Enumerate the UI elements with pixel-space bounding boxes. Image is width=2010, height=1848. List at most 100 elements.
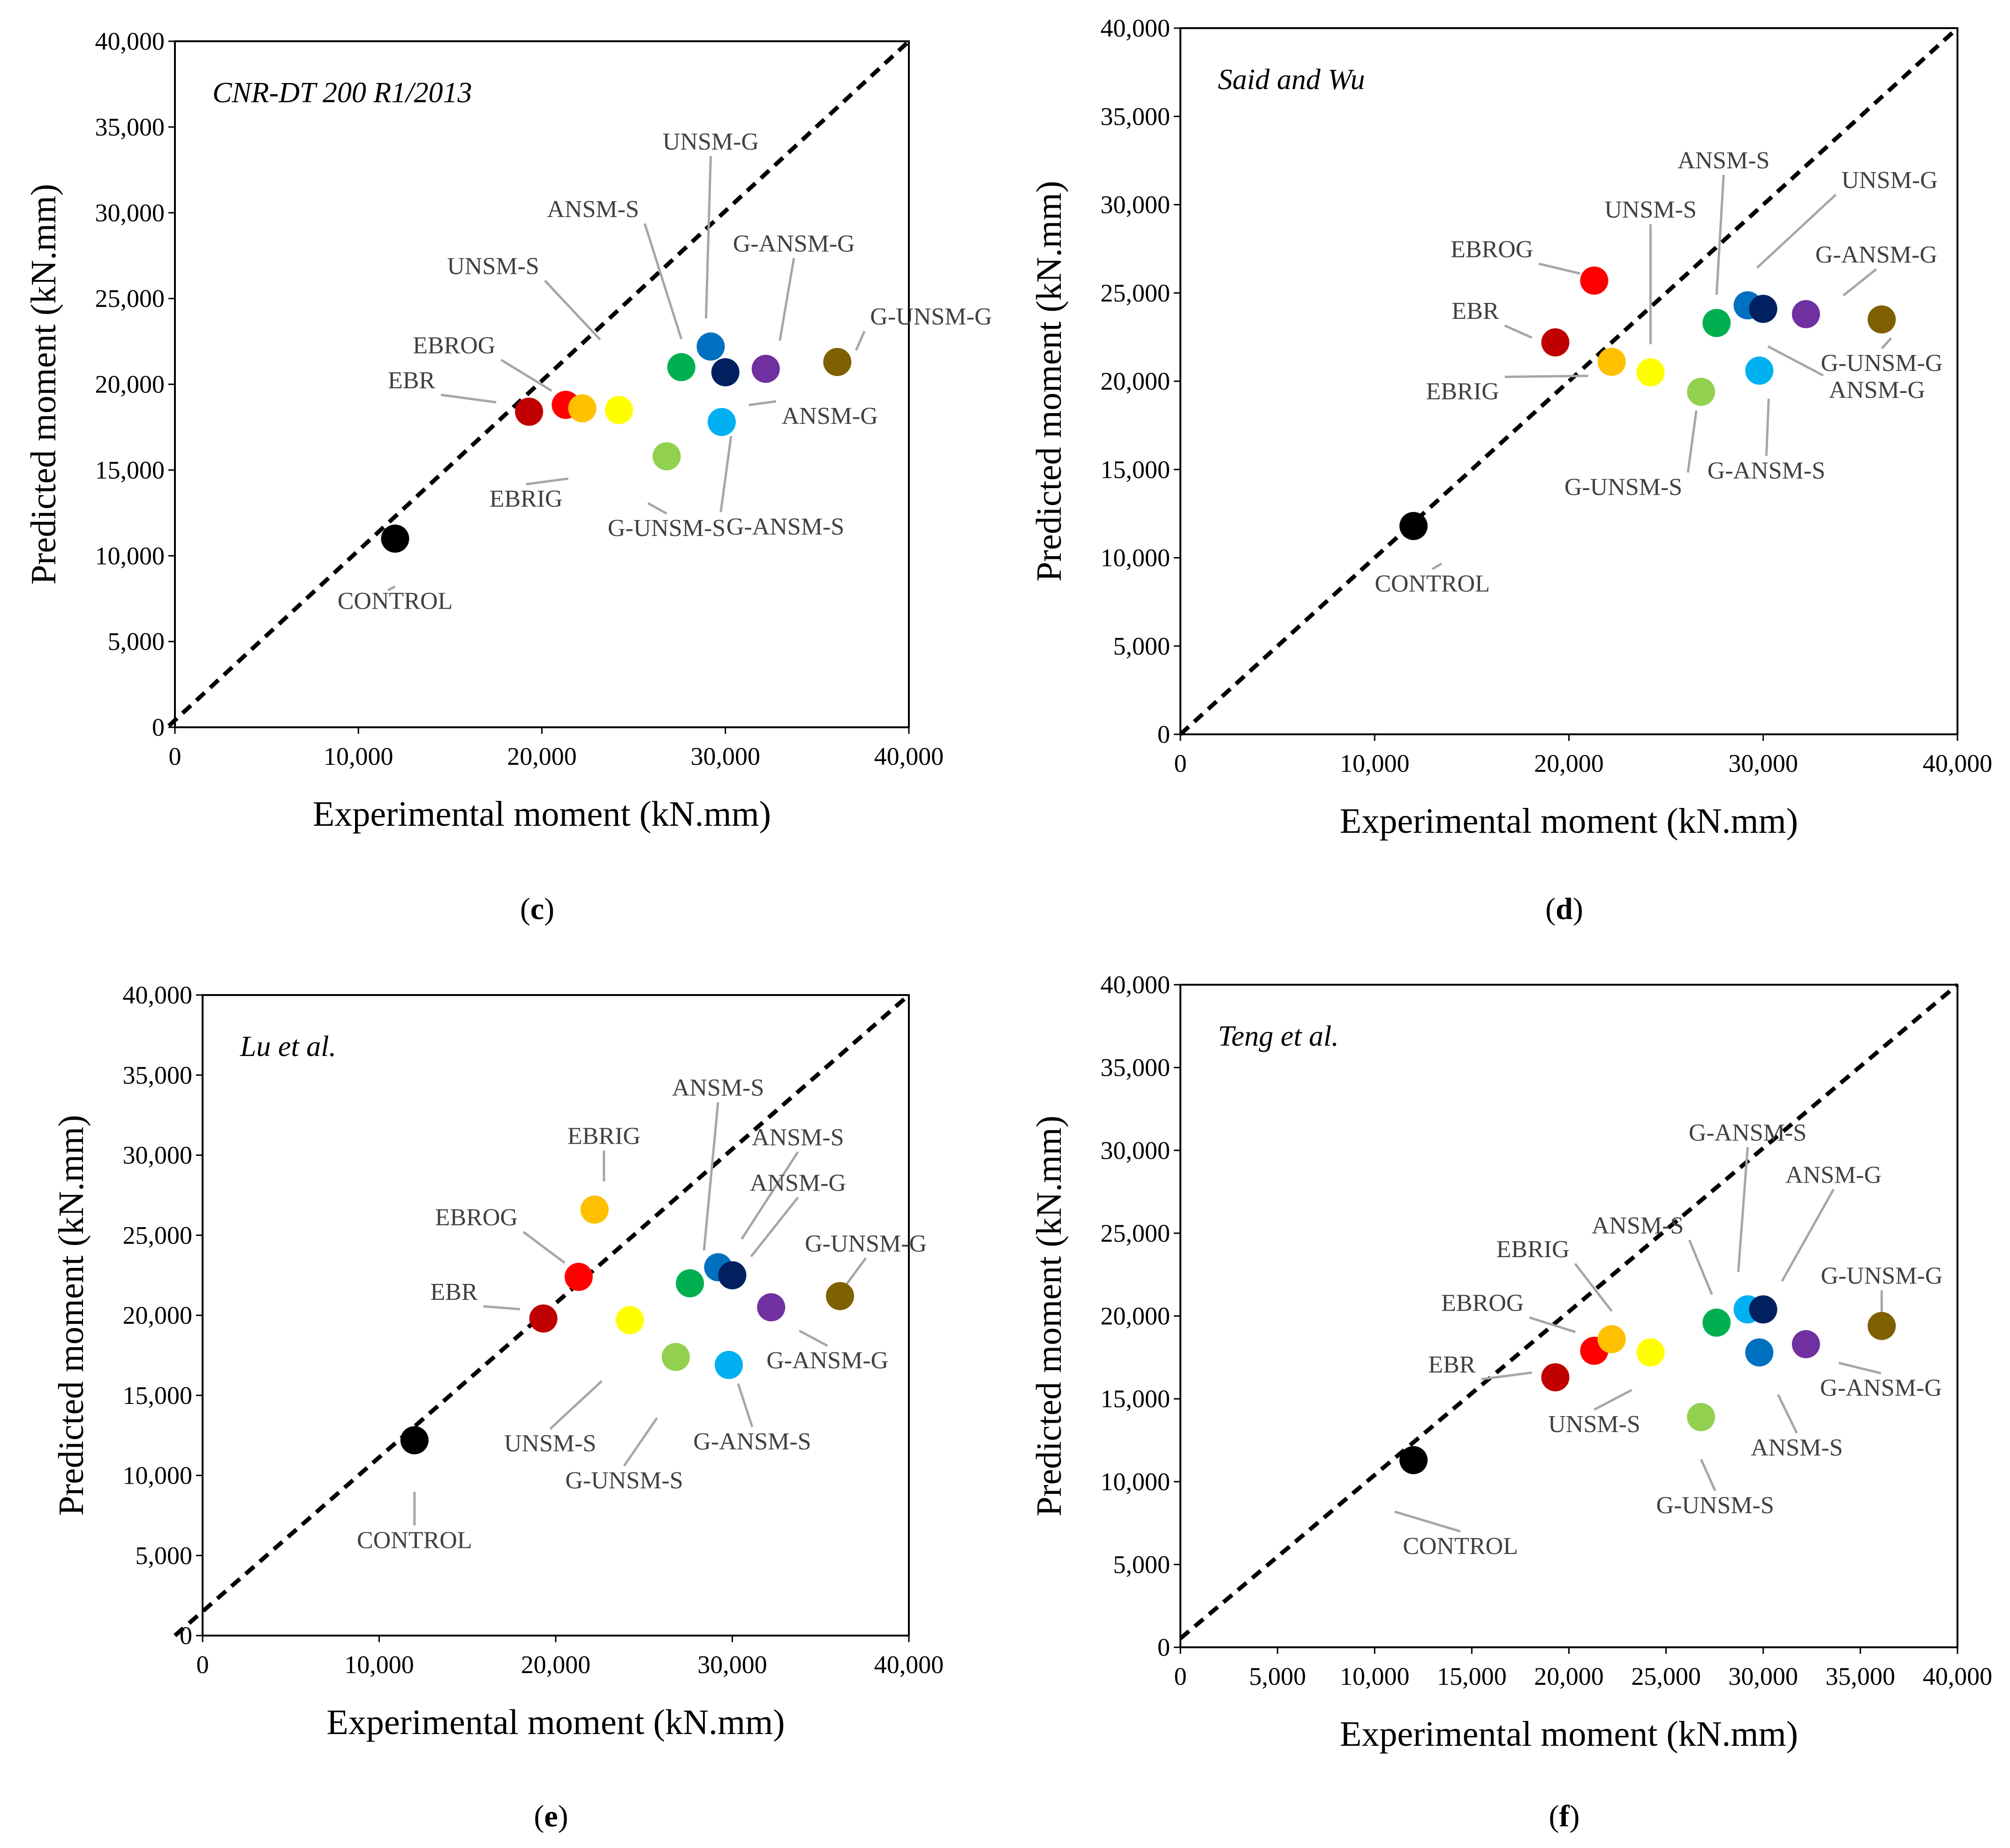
x-tick-label: 0 [1174,749,1187,777]
point-label: G-ANSM-S [1708,457,1825,484]
point-label: G-ANSM-S [693,1428,811,1455]
label-leader-line [526,477,568,486]
x-tick-label: 30,000 [697,1651,767,1679]
x-tick-label: 10,000 [344,1651,414,1679]
point-label: CONTROL [1403,1533,1518,1560]
model-title: Lu et al. [240,1031,336,1063]
data-point [1702,1308,1731,1337]
y-tick-label: 10,000 [95,542,165,570]
panel-caption: (f) [1549,1799,1580,1833]
label-leader-line [1394,1510,1461,1533]
x-tick-label: 10,000 [1340,749,1410,777]
label-leader-line [623,1417,658,1467]
point-label: ANSM-S [1751,1434,1843,1461]
y-tick-label: 35,000 [1101,1054,1171,1082]
y-tick-label: 35,000 [1101,102,1171,130]
label-leader-line [737,1383,754,1427]
y-tick-label: 30,000 [123,1141,193,1169]
x-tick-label: 30,000 [1729,1662,1798,1690]
y-tick-label: 0 [1157,720,1170,748]
y-tick-label: 0 [180,1622,192,1650]
point-label: EBRIG [490,486,563,513]
plot-frame [1179,984,1958,1648]
y-tick-label: 5,000 [108,627,165,656]
label-leader-line [1781,1189,1835,1282]
label-leader-line [1700,1458,1716,1492]
y-tick-label: 5,000 [1113,632,1171,660]
y-tick-label: 5,000 [136,1541,193,1569]
x-tick-label: 0 [196,1651,209,1679]
data-point [515,398,544,426]
data-point [616,1306,644,1335]
data-point [707,407,736,436]
data-point [1745,1338,1774,1367]
label-leader-line [647,502,667,515]
data-point [1687,377,1715,406]
label-leader-line [1431,562,1443,570]
label-leader-line [1686,410,1698,473]
point-label: ANSM-G [750,1170,846,1197]
x-tick-label: 10,000 [324,742,393,770]
point-labels: CONTROL EBR EBROG EBRIG UNSM-S G-UNSM-S ANSM-S… [1375,147,1942,597]
label-leader-line [1481,1371,1532,1380]
data-point [1541,1363,1570,1392]
point-label: ANSM-G [1785,1162,1882,1188]
data-point [400,1426,429,1455]
label-leader-line [549,1380,603,1430]
y-tick-label: 40,000 [1101,971,1171,999]
data-point [1541,328,1570,357]
x-tick-label: 30,000 [1729,749,1798,777]
point-label: G-UNSM-S [1564,474,1682,501]
model-title: Teng et al. [1218,1020,1339,1052]
point-label: G-ANSM-G [1820,1375,1942,1402]
label-leader-line [500,359,552,392]
x-tick-label: 40,000 [1923,1662,1993,1690]
label-leader-line [778,258,795,341]
label-leader-line [1688,1239,1713,1295]
data-point [1399,1446,1428,1474]
data-point [1867,1312,1896,1340]
y-tick-label: 25,000 [1101,279,1171,307]
label-leader-line [643,223,683,339]
y-tick-label: 30,000 [95,199,165,227]
label-leader-line [1765,399,1770,456]
chart-panel-e: 0 5,000 10,000 15,000 20,000 25,000 30,000 35,0… [52,981,944,1833]
panel-caption: (e) [534,1799,568,1833]
data-point [826,1282,854,1311]
label-leader-line [704,156,712,319]
label-leader-line [799,1329,828,1347]
point-label: CONTROL [338,588,453,615]
chart-panel-d: 0 5,000 10,000 15,000 20,000 25,000 30,000 35,0… [1029,14,1992,926]
x-tick-label: 20,000 [507,742,577,770]
data-point [1749,294,1777,323]
label-leader-line [1504,324,1533,339]
label-leader-line [1737,1147,1749,1272]
point-label: G-UNSM-S [565,1467,683,1494]
label-leader-line [1777,1394,1798,1434]
y-tick-label: 10,000 [123,1462,193,1490]
data-points [1399,266,1896,540]
data-point [1791,1330,1820,1358]
data-points [400,1195,854,1455]
y-axis-title: Predicted moment (kN.mm) [1029,1116,1069,1516]
label-leader-line [522,1231,566,1264]
point-label: ANSM-G [1829,377,1925,404]
y-tick-label: 5,000 [1113,1550,1171,1578]
label-leader-line [1529,1316,1576,1334]
data-point [1636,358,1665,387]
point-label: UNSM-S [504,1430,597,1457]
y-tick-label: 15,000 [95,456,165,484]
x-tick-label: 25,000 [1631,1662,1701,1690]
y-tick-label: 40,000 [1101,14,1171,42]
x-tick-label: 15,000 [1437,1662,1507,1690]
x-tick-label: 0 [1174,1662,1187,1690]
point-label: ANSM-S [1592,1213,1684,1239]
label-leader-line [1594,1389,1632,1411]
y-tick-label: 30,000 [1101,1136,1171,1164]
point-labels: CONTROL EBR EBROG EBRIG UNSM-S G-UNSM-S ANSM-S… [338,128,992,615]
point-label: ANSM-S [547,196,639,223]
data-point [667,353,695,381]
label-leader-line [440,393,497,404]
data-point [529,1304,558,1333]
